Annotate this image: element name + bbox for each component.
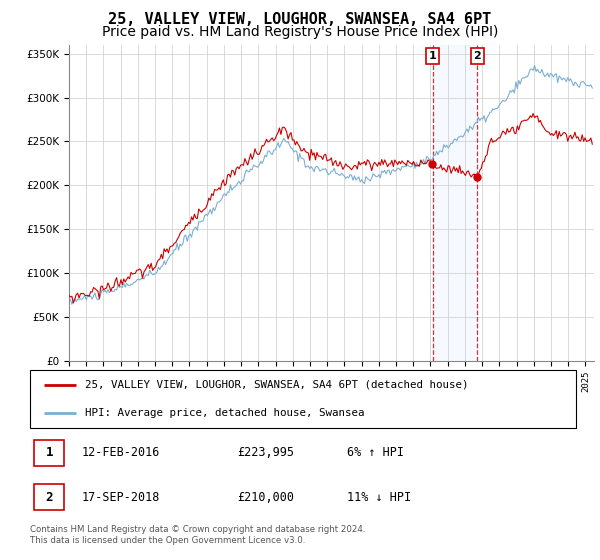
Text: 12-FEB-2016: 12-FEB-2016 <box>82 446 160 459</box>
FancyBboxPatch shape <box>30 370 576 428</box>
Text: 2: 2 <box>473 51 481 61</box>
Text: 25, VALLEY VIEW, LOUGHOR, SWANSEA, SA4 6PT (detached house): 25, VALLEY VIEW, LOUGHOR, SWANSEA, SA4 6… <box>85 380 468 390</box>
Text: £210,000: £210,000 <box>238 491 295 503</box>
Text: 1: 1 <box>428 51 436 61</box>
Text: HPI: Average price, detached house, Swansea: HPI: Average price, detached house, Swan… <box>85 408 364 418</box>
Text: Price paid vs. HM Land Registry's House Price Index (HPI): Price paid vs. HM Land Registry's House … <box>102 25 498 39</box>
Bar <box>433 45 477 361</box>
Text: 17-SEP-2018: 17-SEP-2018 <box>82 491 160 503</box>
Text: Contains HM Land Registry data © Crown copyright and database right 2024.
This d: Contains HM Land Registry data © Crown c… <box>30 525 365 545</box>
Text: 25, VALLEY VIEW, LOUGHOR, SWANSEA, SA4 6PT: 25, VALLEY VIEW, LOUGHOR, SWANSEA, SA4 6… <box>109 12 491 27</box>
Text: 11% ↓ HPI: 11% ↓ HPI <box>347 491 411 503</box>
Text: 2: 2 <box>46 491 53 503</box>
Text: 1: 1 <box>46 446 53 459</box>
Text: 6% ↑ HPI: 6% ↑ HPI <box>347 446 404 459</box>
FancyBboxPatch shape <box>34 440 64 466</box>
Text: £223,995: £223,995 <box>238 446 295 459</box>
FancyBboxPatch shape <box>34 484 64 510</box>
